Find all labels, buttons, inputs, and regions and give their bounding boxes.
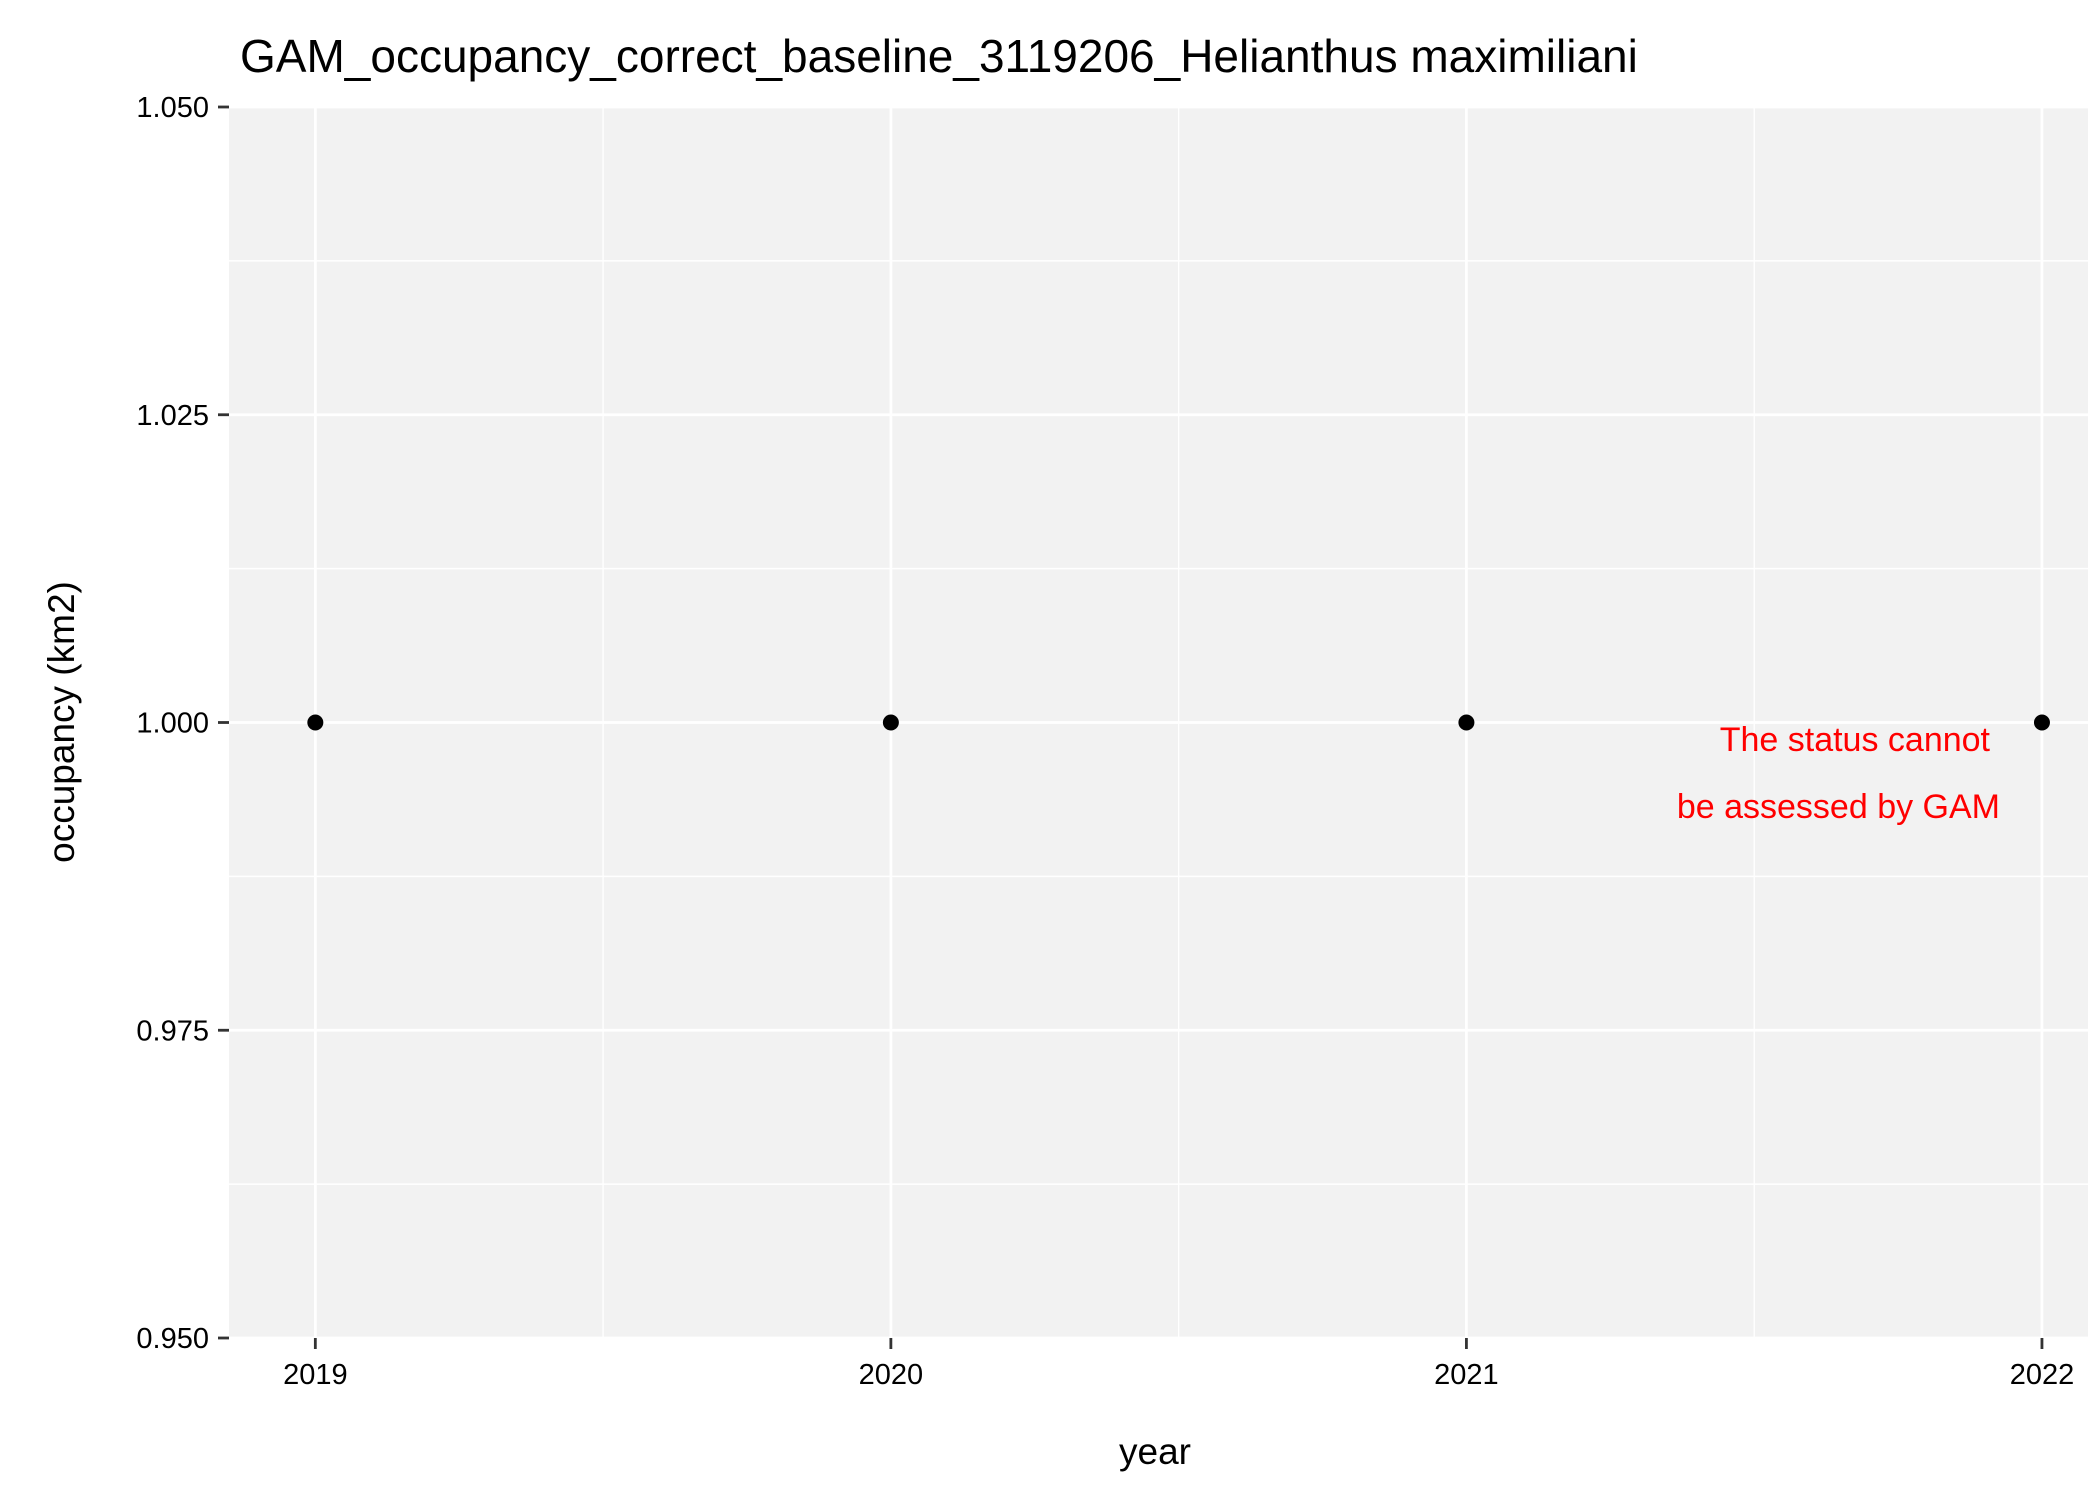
x-tick-label: 2020	[859, 1359, 924, 1391]
data-point	[307, 714, 324, 731]
y-tick-label: 1.000	[136, 708, 209, 740]
y-tick-label: 1.050	[136, 92, 209, 124]
annotation-line-2: be assessed by GAM	[1677, 788, 2000, 826]
y-axis: 0.950 0.975 1.000 1.025 1.050	[136, 92, 229, 1355]
data-point	[1458, 714, 1475, 731]
y-tick-label: 0.950	[136, 1323, 209, 1355]
chart-title: GAM_occupancy_correct_baseline_3119206_H…	[240, 30, 1638, 82]
data-point	[882, 714, 899, 731]
x-axis-title: year	[1119, 1431, 1191, 1472]
x-axis: 2019 2020 2021 2022	[283, 1338, 2074, 1391]
data-points	[307, 714, 2050, 731]
annotation-line-1: The status cannot	[1720, 721, 1991, 759]
y-tick-label: 0.975	[136, 1015, 209, 1047]
data-point	[2033, 714, 2050, 731]
x-tick-label: 2022	[2010, 1359, 2075, 1391]
x-tick-label: 2021	[1434, 1359, 1499, 1391]
y-tick-label: 1.025	[136, 400, 209, 432]
x-tick-label: 2019	[283, 1359, 348, 1391]
y-axis-title: occupancy (km2)	[41, 581, 82, 863]
